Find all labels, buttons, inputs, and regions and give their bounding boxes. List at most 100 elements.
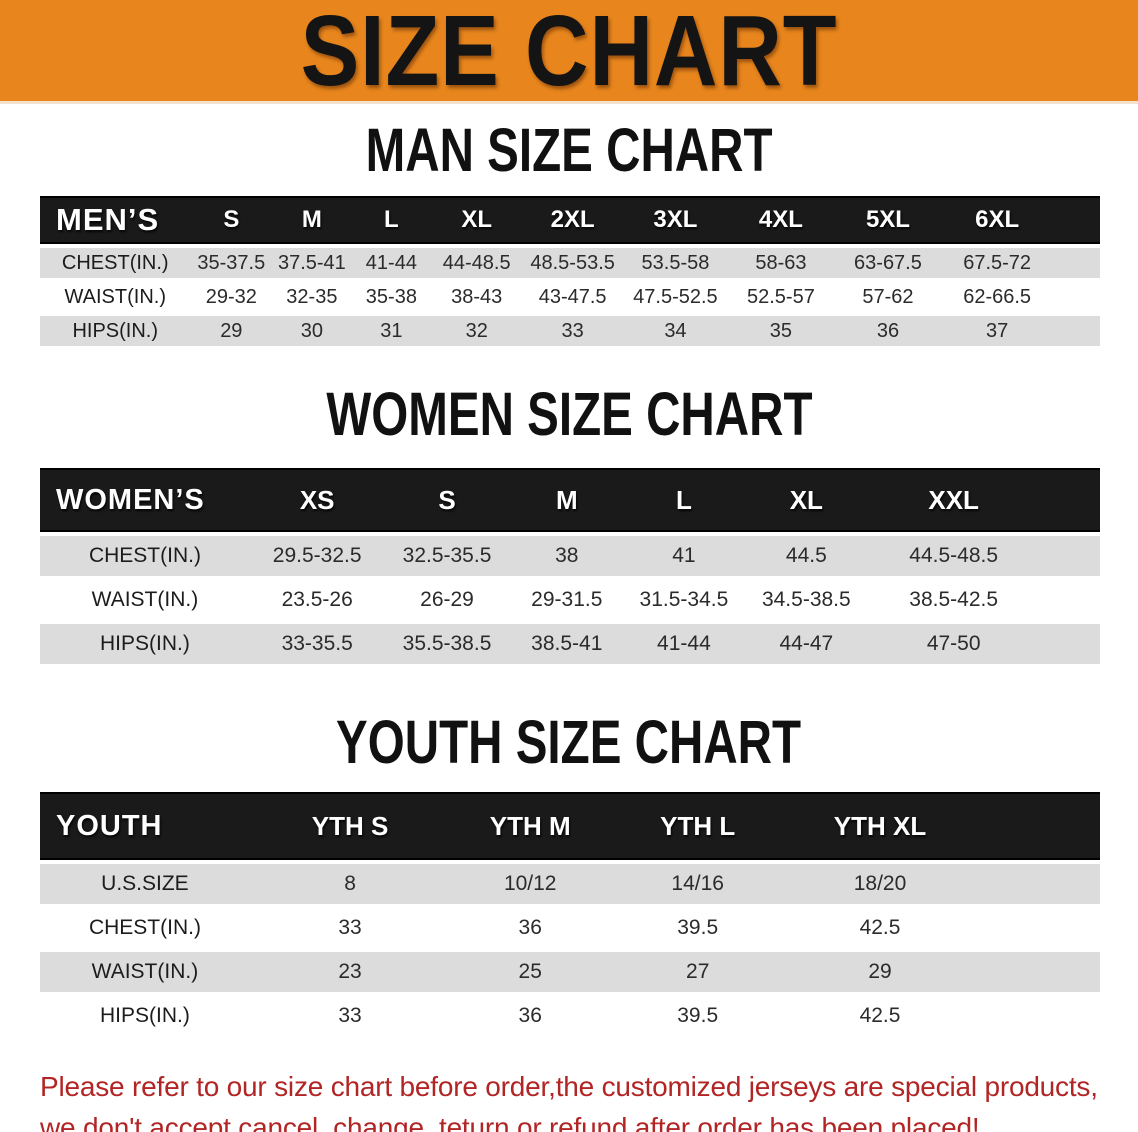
size-value-cell: 27 (610, 952, 786, 992)
size-value-cell: 35-38 (351, 282, 432, 312)
size-column-header: M (272, 196, 352, 244)
banner: SIZE CHART (0, 0, 1138, 104)
size-value-cell: 29-31.5 (509, 580, 625, 620)
row-label: CHEST(IN.) (40, 536, 250, 576)
row-spacer (1052, 282, 1100, 312)
size-value-cell: 35.5-38.5 (384, 624, 510, 664)
size-value-cell: 35-37.5 (190, 248, 273, 278)
size-value-cell: 43-47.5 (522, 282, 623, 312)
size-value-cell: 23 (249, 952, 451, 992)
size-column-header: M (509, 468, 625, 532)
size-value-cell: 57-62 (833, 282, 943, 312)
men-section-title: MAN SIZE CHART (0, 104, 1138, 185)
row-label: CHEST(IN.) (40, 248, 191, 278)
table-row: CHEST(IN.) 29.5-32.5 32.5-35.5 38 41 44.5 44.5… (40, 536, 1100, 576)
size-value-cell: 38.5-42.5 (868, 580, 1039, 620)
table-row: CHEST(IN.) 33 36 39.5 42.5 (40, 908, 1100, 948)
row-spacer (1052, 248, 1100, 278)
size-value-cell: 36 (450, 908, 611, 948)
size-value-cell: 30 (272, 316, 352, 346)
size-value-cell: 14/16 (610, 864, 786, 904)
size-value-cell: 33 (249, 996, 451, 1036)
row-label: WAIST(IN.) (40, 580, 250, 620)
row-label: WAIST(IN.) (40, 952, 250, 992)
size-value-cell: 26-29 (384, 580, 510, 620)
row-label: HIPS(IN.) (40, 316, 191, 346)
row-spacer (974, 952, 1100, 992)
size-value-cell: 44-47 (743, 624, 869, 664)
size-column-header: L (351, 196, 432, 244)
row-spacer (1052, 316, 1100, 346)
women-header-row: WOMEN’S XS S M L XL XXL (40, 468, 1100, 532)
size-value-cell: 58-63 (727, 248, 834, 278)
row-label: U.S.SIZE (40, 864, 250, 904)
footer-note-line1: Please refer to our size chart before or… (40, 1071, 1098, 1102)
size-value-cell: 62-66.5 (942, 282, 1053, 312)
size-column-header: 2XL (522, 196, 623, 244)
size-value-cell: 39.5 (610, 908, 786, 948)
row-spacer (1038, 624, 1100, 664)
size-value-cell: 31.5-34.5 (624, 580, 744, 620)
size-value-cell: 33-35.5 (249, 624, 385, 664)
size-value-cell: 37.5-41 (272, 248, 352, 278)
size-column-header: YTH M (450, 792, 611, 860)
size-value-cell: 32.5-35.5 (384, 536, 510, 576)
footer-note-line2: we don't accept cancel, change, teturn o… (40, 1112, 980, 1132)
men-size-table: MEN’S S M L XL 2XL 3XL 4XL 5XL 6XL CHEST(IN.) 35-37… (40, 192, 1100, 350)
size-value-cell: 41-44 (351, 248, 432, 278)
footer-note: Please refer to our size chart before or… (40, 1066, 1138, 1132)
size-value-cell: 32 (431, 316, 523, 346)
size-value-cell: 47-50 (868, 624, 1039, 664)
size-value-cell: 41-44 (624, 624, 744, 664)
size-column-header: 6XL (942, 196, 1053, 244)
size-column-header: L (624, 468, 744, 532)
table-row: WAIST(IN.) 23.5-26 26-29 29-31.5 31.5-34.5 34… (40, 580, 1100, 620)
size-value-cell: 67.5-72 (942, 248, 1053, 278)
header-spacer (1038, 468, 1100, 532)
size-value-cell: 36 (450, 996, 611, 1036)
size-column-header: YTH XL (785, 792, 975, 860)
size-column-header: YTH S (249, 792, 451, 860)
header-spacer (1052, 196, 1100, 244)
size-value-cell: 34.5-38.5 (743, 580, 869, 620)
size-value-cell: 52.5-57 (727, 282, 834, 312)
size-column-header: 5XL (833, 196, 943, 244)
size-value-cell: 32-35 (272, 282, 352, 312)
size-value-cell: 38.5-41 (509, 624, 625, 664)
table-row: HIPS(IN.) 33 36 39.5 42.5 (40, 996, 1100, 1036)
women-section-title: WOMEN SIZE CHART (0, 350, 1138, 445)
size-value-cell: 10/12 (450, 864, 611, 904)
size-value-cell: 41 (624, 536, 744, 576)
size-value-cell: 29 (785, 952, 975, 992)
size-value-cell: 39.5 (610, 996, 786, 1036)
women-size-table: WOMEN’S XS S M L XL XXL CHEST(IN.) 29.5-32.5 32.5… (40, 464, 1100, 668)
table-corner-label: WOMEN’S (40, 468, 250, 532)
size-value-cell: 38 (509, 536, 625, 576)
youth-size-table: YOUTH YTH S YTH M YTH L YTH XL U.S.SIZE 8 10/12… (40, 788, 1100, 1040)
table-row: CHEST(IN.) 35-37.5 37.5-41 41-44 44-48.5 48.5… (40, 248, 1100, 278)
size-column-header: XS (249, 468, 385, 532)
men-section-title-text: MAN SIZE CHART (365, 116, 773, 185)
row-label: HIPS(IN.) (40, 996, 250, 1036)
section-men: MAN SIZE CHART MEN’S S M L XL 2XL 3XL 4XL 5XL 6XL… (0, 104, 1138, 350)
size-value-cell: 29-32 (190, 282, 273, 312)
size-column-header: YTH L (610, 792, 786, 860)
size-value-cell: 8 (249, 864, 451, 904)
size-value-cell: 48.5-53.5 (522, 248, 623, 278)
size-value-cell: 42.5 (785, 996, 975, 1036)
header-spacer (974, 792, 1100, 860)
table-row: WAIST(IN.) 23 25 27 29 (40, 952, 1100, 992)
size-value-cell: 29 (190, 316, 273, 346)
table-corner-label: YOUTH (40, 792, 250, 860)
table-corner-label: MEN’S (40, 196, 191, 244)
table-row: WAIST(IN.) 29-32 32-35 35-38 38-43 43-47.5 47.… (40, 282, 1100, 312)
row-spacer (1038, 536, 1100, 576)
size-value-cell: 47.5-52.5 (622, 282, 728, 312)
section-youth: YOUTH SIZE CHART YOUTH YTH S YTH M YTH L YTH… (0, 668, 1138, 1040)
size-value-cell: 36 (833, 316, 943, 346)
size-column-header: 3XL (622, 196, 728, 244)
row-spacer (974, 864, 1100, 904)
table-row: HIPS(IN.) 29 30 31 32 33 34 35 36 37 (40, 316, 1100, 346)
row-spacer (974, 908, 1100, 948)
